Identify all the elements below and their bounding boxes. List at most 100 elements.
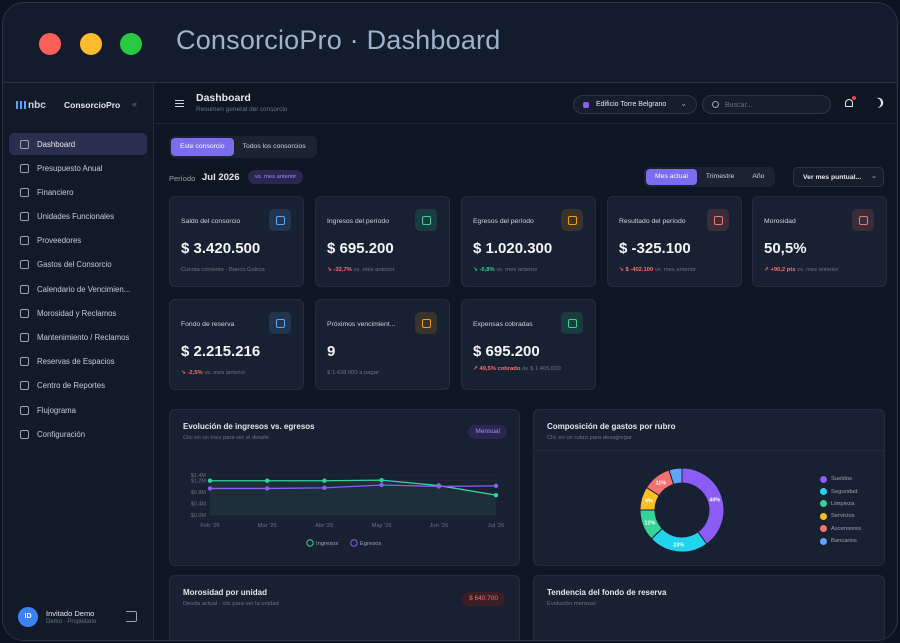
x-tick-label: May '26 <box>372 523 392 529</box>
sidebar-item[interactable]: Flujograma <box>9 399 147 421</box>
ingresos-area <box>210 480 496 515</box>
sidebar-item[interactable]: Reservas de Espacios <box>9 351 147 373</box>
data-point[interactable] <box>322 478 327 483</box>
panel-subtitle: Clic en un rubro para desagregar <box>547 435 633 441</box>
data-point[interactable] <box>207 478 213 483</box>
arrow-up-circle-icon <box>561 209 583 231</box>
kpi-note-text: de $ 1.405.000 <box>522 366 561 372</box>
kpi-label: Fondo de reserva <box>181 321 235 328</box>
donut-slice-seguridad[interactable] <box>650 527 708 553</box>
sidebar-item[interactable]: Centro de Reportes <box>9 375 147 397</box>
legend-label[interactable]: Egresos <box>360 541 381 547</box>
legend-item[interactable]: Servicios <box>820 510 861 522</box>
sidebar-item[interactable]: Presupuesto Anual <box>9 157 147 179</box>
search-input[interactable] <box>725 99 825 111</box>
data-point[interactable] <box>436 484 441 489</box>
legend-item[interactable]: Limpieza <box>820 498 861 510</box>
minimize-window-button[interactable] <box>80 33 102 55</box>
income-expense-panel[interactable]: Evolución de ingresos vs. egresos Clic e… <box>169 409 520 566</box>
slice-label: 40% <box>709 497 720 503</box>
sidebar-item-label: Mantenimiento / Reclamos <box>37 333 130 342</box>
menu-icon[interactable] <box>175 100 184 107</box>
data-point[interactable] <box>379 477 384 483</box>
month-select[interactable]: Ver mes puntual... ⌄ <box>793 167 884 187</box>
kpi-card[interactable]: Fondo de reserva $ 2.215.216 ↘ -2,5% vs. m… <box>169 299 304 390</box>
scope-tab[interactable]: Todos los consorcios <box>242 143 306 150</box>
expense-composition-panel[interactable]: Composición de gastos por rubro Clic en … <box>533 409 885 566</box>
kpi-card[interactable]: Resultado del período $ -325.100 ↘ $ -402.… <box>607 196 742 287</box>
data-point[interactable] <box>265 478 270 483</box>
alert-circle-icon <box>852 209 874 231</box>
donut-slice-bancarios[interactable] <box>668 467 683 485</box>
x-tick-label: Feb '26 <box>200 523 219 529</box>
kpi-card[interactable]: Egresos del período $ 1.020.300 ↘ -0,8% vs… <box>461 196 596 287</box>
slice-label: 12% <box>644 521 655 527</box>
legend-dot <box>820 500 827 508</box>
theme-toggle-moon-icon[interactable] <box>870 97 883 110</box>
kpi-card[interactable]: Morosidad 50,5% ↗ +90,2 pts vs. mes anteri… <box>752 196 887 287</box>
y-tick-label: $1.2M <box>191 479 207 485</box>
maximize-window-button[interactable] <box>120 33 142 55</box>
kpi-label: Morosidad <box>764 218 796 225</box>
panel-title: Tendencia del fondo de reserva <box>547 588 667 597</box>
data-point[interactable] <box>493 483 499 489</box>
delinquency-panel[interactable]: Morosidad por unidad Deuda actual · clic… <box>169 575 520 640</box>
sidebar-item[interactable]: Financiero <box>9 181 147 203</box>
scope-tab[interactable]: Este consorcio <box>171 138 234 156</box>
series-line-egresos[interactable] <box>210 484 497 490</box>
collapse-sidebar-icon[interactable]: « <box>132 99 138 109</box>
kpi-card[interactable]: Ingresos del período $ 695.200 ↘ -32,7% vs… <box>315 196 450 287</box>
kpi-card[interactable]: Saldo del consorcio $ 3.420.500 Cuenta cor… <box>169 196 304 287</box>
data-point[interactable] <box>322 485 327 491</box>
legend-item[interactable]: Bancarios <box>820 535 861 547</box>
legend-label: Sueldos <box>831 476 852 483</box>
data-point[interactable] <box>265 486 270 491</box>
main-area: Dashboard Resumen general del consorcio … <box>155 84 896 640</box>
sidebar-item[interactable]: Dashboard <box>9 133 147 155</box>
data-point[interactable] <box>493 492 499 498</box>
data-point[interactable] <box>379 482 384 488</box>
legend-item[interactable]: Sueldos <box>820 473 861 485</box>
legend-item[interactable]: Ascensores <box>820 523 861 535</box>
nav-item-icon <box>20 284 29 294</box>
building-selector[interactable]: Edificio Torre Belgrano ⌄ <box>573 95 697 114</box>
nav-item-icon <box>20 333 29 342</box>
range-tab[interactable]: Trimestre <box>705 173 735 180</box>
sidebar-item[interactable]: Morosidad y Reclamos <box>9 302 147 324</box>
data-point[interactable] <box>207 486 213 491</box>
series-line-ingresos[interactable] <box>210 479 497 496</box>
granularity-badge[interactable]: Mensual <box>468 425 507 439</box>
donut-legend: Sueldos Seguridad Limpieza Servicios Ascenso… <box>820 473 861 547</box>
donut-slice-sueldos[interactable] <box>681 467 725 545</box>
kpi-note: ↘ -32,7% vs. mes anterior <box>327 267 395 273</box>
logout-icon[interactable] <box>126 611 137 622</box>
kpi-card[interactable]: Expensas cobradas $ 695.200 ↗ 49,5% cobrad… <box>461 299 596 390</box>
range-tab[interactable]: Mes actual <box>646 169 697 185</box>
x-tick-label: Jun '26 <box>430 523 449 529</box>
legend-label: Servicios <box>831 513 855 520</box>
scope-tabs: Este consorcio Todos los consorcios <box>169 136 317 158</box>
kpi-value: $ -325.100 <box>619 240 691 257</box>
search-box[interactable] <box>702 95 831 114</box>
notifications-bell-icon[interactable] <box>845 96 856 107</box>
kpi-card[interactable]: Próximos vencimient... 9 $ 1.428.000 a pag… <box>315 299 450 390</box>
close-window-button[interactable] <box>39 33 61 55</box>
legend-item[interactable]: Seguridad <box>820 485 861 497</box>
kpi-label: Expensas cobradas <box>473 321 533 328</box>
kpi-label: Próximos vencimient... <box>327 321 396 328</box>
reserve-trend-panel[interactable]: Tendencia del fondo de reserva Evolución… <box>533 575 885 640</box>
sidebar-item[interactable]: Proveedores <box>9 230 147 252</box>
brand[interactable]: nbc <box>16 96 46 114</box>
line-chart[interactable]: $0.0M $0.4M $0.8M $1.2M$1.4M Feb '26 Mar '26 A… <box>170 410 521 567</box>
sidebar-item[interactable]: Gastos del Consorcio <box>9 254 147 276</box>
sidebar-item[interactable]: Unidades Funcionales <box>9 206 147 228</box>
sidebar-item[interactable]: Configuración <box>9 423 147 445</box>
user-profile[interactable]: ID Invitado Demo Demo · Propietario <box>16 605 148 631</box>
donut-chart[interactable]: 40% 23% 12% 9% 11% <box>534 410 886 567</box>
nav-item-icon <box>20 163 29 173</box>
range-tab[interactable]: Año <box>752 173 765 180</box>
legend-label[interactable]: Ingresos <box>316 541 338 547</box>
sidebar-item[interactable]: Mantenimiento / Reclamos <box>9 327 147 349</box>
sidebar-item[interactable]: Calendario de Vencimien... <box>9 278 147 300</box>
brand-logo-text: nbc <box>28 99 46 111</box>
